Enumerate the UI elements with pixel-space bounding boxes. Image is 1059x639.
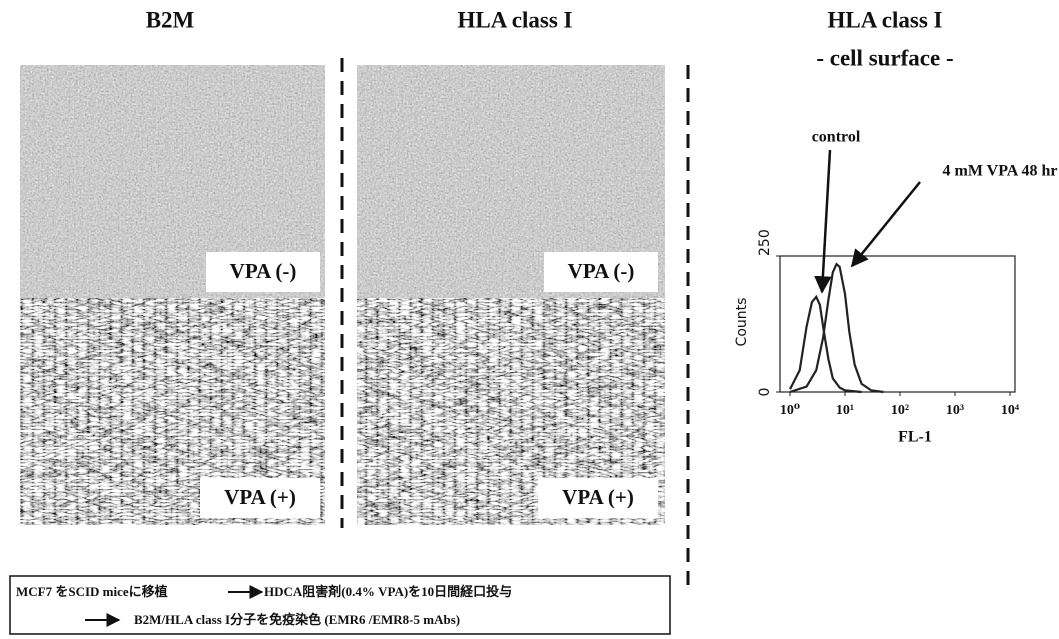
histogram-subtitle: - cell surface - bbox=[816, 45, 953, 70]
panel-label: VPA (+) bbox=[224, 485, 296, 509]
x-axis-label: FL-1 bbox=[898, 429, 932, 446]
annotation: 4 mM VPA 48 hr bbox=[943, 163, 1058, 180]
column-title: HLA class I bbox=[457, 7, 572, 32]
y-tick-label: 250 bbox=[757, 229, 773, 256]
arrow bbox=[822, 150, 830, 292]
panel-label: VPA (-) bbox=[568, 259, 635, 283]
y-tick-label: 0 bbox=[757, 388, 773, 397]
figure: B2M HLA class I HLA class I - cell surfa… bbox=[0, 0, 1059, 639]
x-tick-label: 10³ bbox=[946, 403, 964, 418]
histogram-curve bbox=[790, 264, 883, 392]
column-title: B2M bbox=[146, 7, 195, 32]
protocol-text: HDCA阻害剤(0.4% VPA)を10日間経口投与 bbox=[264, 584, 512, 599]
arrow bbox=[852, 182, 920, 266]
x-tick-label: 10¹ bbox=[836, 403, 854, 418]
x-tick-label: 10⁰ bbox=[780, 403, 800, 418]
x-tick-label: 10² bbox=[891, 403, 909, 418]
panel-label: VPA (-) bbox=[230, 259, 297, 283]
panel-label: VPA (+) bbox=[562, 485, 634, 509]
y-axis-label: Counts bbox=[734, 298, 750, 347]
histogram-title: HLA class I bbox=[827, 7, 942, 32]
annotation: control bbox=[812, 129, 861, 146]
protocol-text: B2M/HLA class I分子を免疫染色 (EMR6 /EMR8-5 mAb… bbox=[134, 612, 460, 627]
x-tick-label: 10⁴ bbox=[1001, 403, 1020, 418]
protocol-text: MCF7 をSCID miceに移植 bbox=[16, 584, 168, 599]
